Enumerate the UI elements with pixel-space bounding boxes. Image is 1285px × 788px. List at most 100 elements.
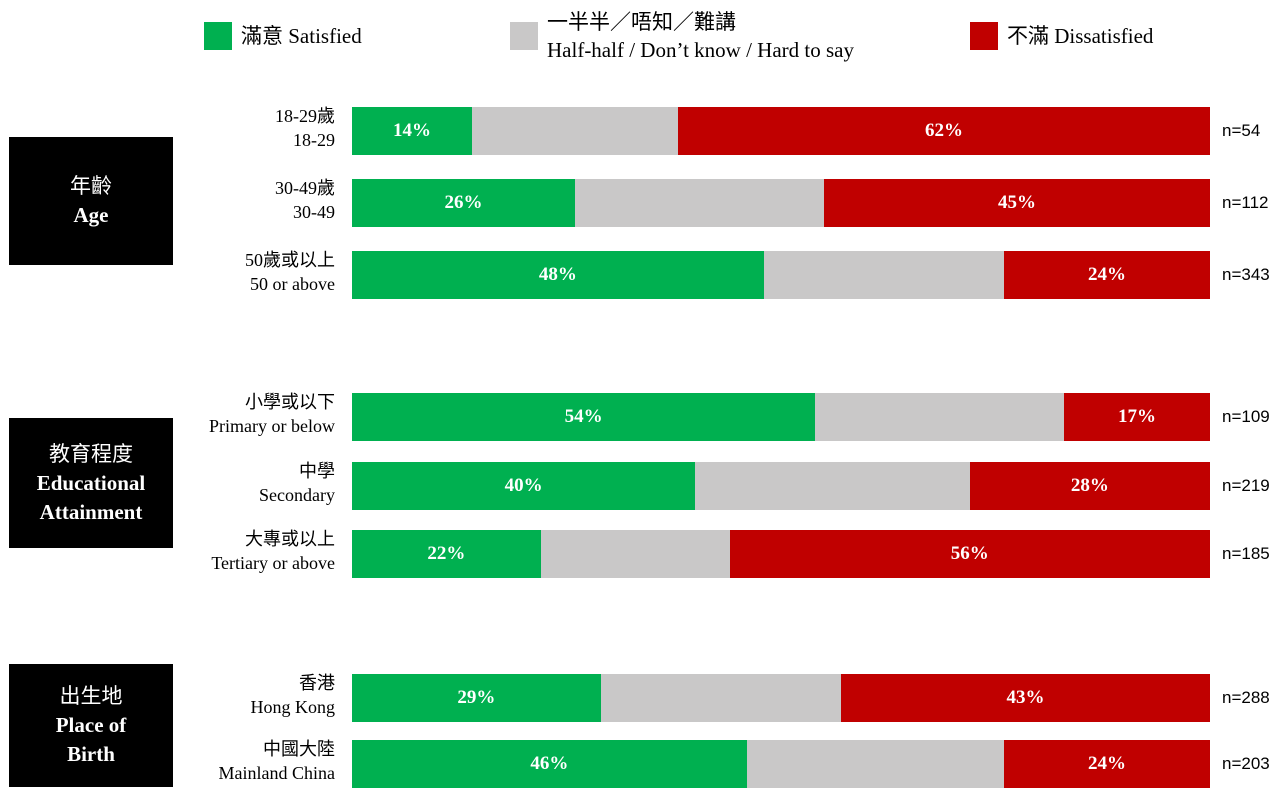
row-label-zh: 18-29歲 — [275, 106, 335, 126]
bar-segment-half — [815, 393, 1065, 441]
group-label-en: Educational Attainment — [36, 470, 146, 524]
data-label: 17% — [1118, 406, 1157, 427]
sample-size-label: n=343 — [1222, 265, 1270, 284]
row-label-zh: 中國大陸 — [263, 739, 335, 759]
row-label-zh: 小學或以下 — [245, 392, 335, 412]
stacked-bar: 14% 62% — [352, 107, 1210, 155]
row-label: 小學或以下 Primary or below — [209, 390, 335, 438]
bar-segment-dissatisfied: 17% — [1064, 393, 1210, 441]
row-label-en: Hong Kong — [250, 697, 336, 717]
row-label: 30-49歲 30-49 — [275, 176, 335, 224]
sample-size-label: n=288 — [1222, 688, 1270, 707]
bar-segment-dissatisfied: 24% — [1004, 251, 1210, 299]
bar-segment-dissatisfied: 45% — [823, 179, 1210, 227]
data-label: 29% — [457, 687, 496, 708]
row-label-en: 50 or above — [250, 274, 335, 294]
bar-segment-dissatisfied: 24% — [1004, 740, 1210, 788]
data-label: 43% — [1006, 687, 1045, 708]
row-label: 香港 Hong Kong — [251, 671, 336, 719]
data-label: 26% — [444, 192, 483, 213]
stacked-bar: 48% 24% — [352, 251, 1210, 299]
bar-segment-half — [763, 251, 1005, 299]
legend-label-half-en: Half-half / Don’t know / Hard to say — [547, 38, 854, 62]
data-label: 28% — [1070, 475, 1109, 496]
group-label-zh: 年齡 — [70, 174, 112, 198]
legend-satisfied: 滿意 Satisfied — [204, 22, 362, 50]
legend-swatch-dissatisfied — [970, 22, 998, 50]
legend-label-half: 一半半／唔知／難講 Half-half / Don’t know / Hard … — [547, 8, 854, 64]
sample-size-label: n=109 — [1222, 407, 1270, 426]
legend-swatch-satisfied — [204, 22, 232, 50]
group-label-en: Age — [73, 203, 109, 227]
bar-segment-satisfied: 46% — [352, 740, 747, 788]
data-label: 54% — [564, 406, 603, 427]
row-label-en: 18-29 — [293, 130, 335, 150]
data-label: 14% — [393, 120, 432, 141]
stacked-bar: 22% 56% — [352, 530, 1210, 578]
data-label: 46% — [530, 753, 569, 774]
group-label-en: Place of Birth — [55, 713, 127, 766]
sample-size-label: n=219 — [1222, 476, 1270, 495]
bar-segment-dissatisfied: 56% — [729, 530, 1210, 578]
sample-size-label: n=203 — [1222, 754, 1270, 773]
stacked-bar: 46% 24% — [352, 740, 1210, 788]
bar-segment-satisfied: 22% — [352, 530, 541, 578]
data-label: 24% — [1088, 753, 1127, 774]
bar-segment-half — [695, 462, 970, 510]
bar-segment-dissatisfied: 62% — [678, 107, 1210, 155]
bar-segment-dissatisfied: 28% — [969, 462, 1210, 510]
row-label-zh: 中學 — [299, 461, 335, 481]
stacked-bar: 26% 45% — [352, 179, 1210, 227]
row-label-en: Primary or below — [209, 416, 335, 436]
bar-segment-half — [540, 530, 730, 578]
legend-label-dissatisfied: 不滿 Dissatisfied — [1007, 24, 1154, 48]
sample-size-label: n=54 — [1222, 121, 1261, 140]
legend-swatch-half — [510, 22, 538, 50]
data-label: 56% — [950, 543, 989, 564]
row-label: 18-29歲 18-29 — [275, 104, 335, 152]
row-label: 中學 Secondary — [259, 459, 335, 507]
row-label-en: 30-49 — [293, 202, 335, 222]
row-label-en: Tertiary or above — [211, 553, 335, 573]
bar-segment-satisfied: 40% — [352, 462, 696, 510]
sample-size-label: n=112 — [1222, 193, 1269, 212]
legend-label-satisfied: 滿意 Satisfied — [241, 24, 362, 48]
group-box-age: 年齡 Age — [9, 137, 173, 265]
legend-dissatisfied: 不滿 Dissatisfied — [970, 22, 1153, 50]
bar-segment-dissatisfied: 43% — [841, 674, 1210, 722]
data-label: 45% — [997, 192, 1036, 213]
group-label-zh: 教育程度 — [49, 441, 133, 466]
group-box-education: 教育程度 Educational Attainment — [9, 418, 173, 548]
bar-segment-satisfied: 29% — [352, 674, 601, 722]
row-label: 中國大陸 Mainland China — [219, 737, 335, 785]
bar-segment-satisfied: 14% — [352, 107, 473, 155]
row-label-zh: 30-49歲 — [275, 178, 335, 198]
row-label-en: Secondary — [259, 485, 335, 505]
data-label: 24% — [1088, 264, 1127, 285]
bar-segment-satisfied: 48% — [352, 251, 764, 299]
bar-segment-satisfied: 26% — [352, 179, 576, 227]
bar-segment-half — [600, 674, 842, 722]
bar-segment-half — [575, 179, 824, 227]
legend-label-half-zh: 一半半／唔知／難講 — [547, 10, 736, 34]
sample-size-label: n=185 — [1222, 544, 1270, 563]
group-box-birthplace: 出生地 Place of Birth — [9, 664, 173, 787]
row-label-en: Mainland China — [218, 763, 335, 783]
group-label-zh: 出生地 — [59, 684, 123, 708]
data-label: 48% — [538, 264, 577, 285]
bar-segment-half — [472, 107, 679, 155]
data-label: 22% — [427, 543, 466, 564]
row-label-zh: 大專或以上 — [245, 529, 335, 549]
row-label: 50歲或以上 50 or above — [245, 248, 335, 296]
bar-segment-half — [746, 740, 1005, 788]
row-label-zh: 50歲或以上 — [245, 250, 335, 270]
row-label: 大專或以上 Tertiary or above — [211, 527, 335, 575]
data-label: 40% — [504, 475, 543, 496]
bar-segment-satisfied: 54% — [352, 393, 816, 441]
row-label-zh: 香港 — [299, 673, 335, 693]
stacked-bar: 54% 17% — [352, 393, 1210, 441]
legend-half: 一半半／唔知／難講 Half-half / Don’t know / Hard … — [510, 8, 854, 64]
stacked-bar: 29% 43% — [352, 674, 1210, 722]
stacked-bar: 40% 28% — [352, 462, 1210, 510]
data-label: 62% — [924, 120, 963, 141]
